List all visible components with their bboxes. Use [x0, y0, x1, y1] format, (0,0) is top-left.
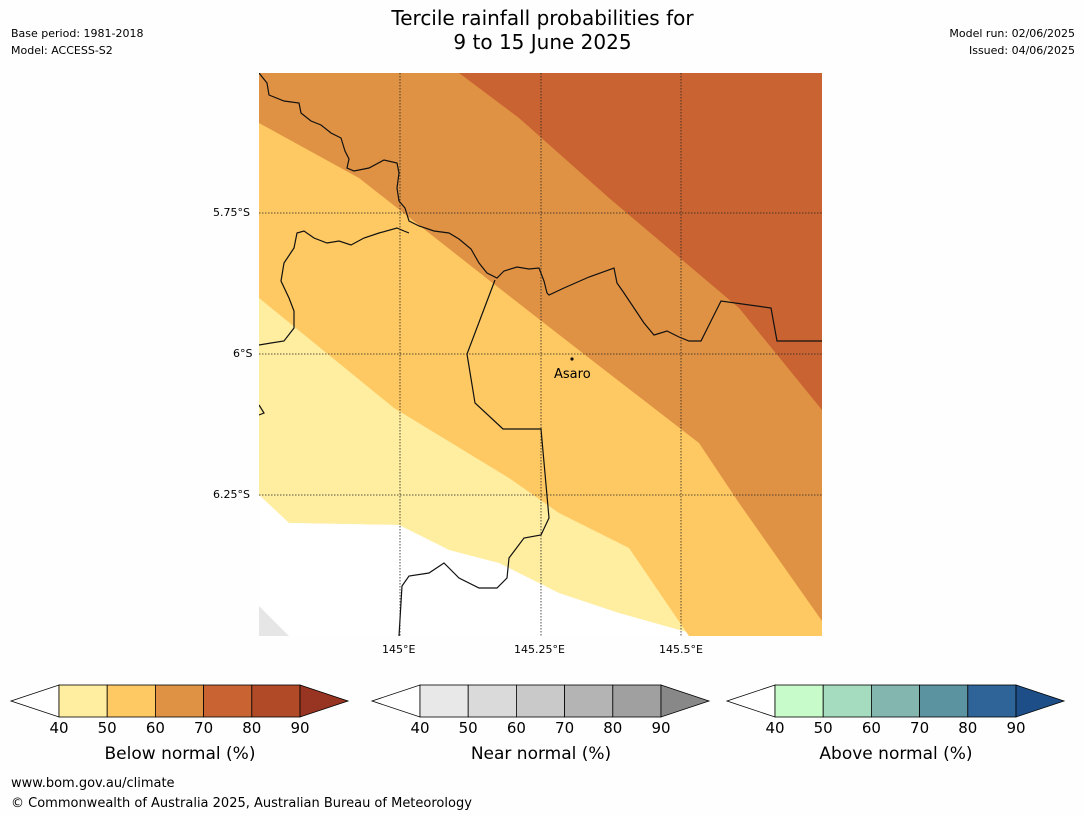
lat-label: 6.25°S [213, 488, 250, 501]
town-marker [570, 357, 574, 361]
colorbar-extend-low [725, 684, 776, 718]
colorbar-tick-label: 70 [910, 719, 929, 737]
colorbar-segment [58, 684, 108, 718]
colorbar-label-below: Below normal (%) [104, 744, 256, 764]
colorbar-above-normal: 40 50 60 70 80 90 [725, 684, 1066, 737]
footer-url: www.bom.gov.au/climate [11, 776, 175, 791]
colorbar-segment [822, 684, 872, 718]
colorbar-segment [516, 684, 566, 718]
colorbar-extend-low [9, 684, 60, 718]
title-line-1: Tercile rainfall probabilities for [391, 6, 694, 30]
colorbar-extend-high [1015, 684, 1066, 718]
colorbar-tick-label: 40 [49, 719, 68, 737]
colorbar-tick-label: 50 [814, 719, 833, 737]
colorbar-segment [774, 684, 824, 718]
colorbar-tick-label: 60 [862, 719, 881, 737]
colorbar-segment [919, 684, 969, 718]
colorbar-segment [419, 684, 469, 718]
colorbar-tick-label: 80 [242, 719, 261, 737]
colorbar-segment [967, 684, 1017, 718]
lat-label: 5.75°S [213, 206, 250, 219]
colorbar-below-normal: 40 50 60 70 80 90 [9, 684, 350, 737]
colorbar-tick-label: 40 [765, 719, 784, 737]
lon-label: 145°E [382, 643, 416, 656]
colorbar-extend-low [370, 684, 421, 718]
below-40-region [259, 495, 509, 636]
colorbar-extend-high [660, 684, 711, 718]
colorbar-tick-label: 70 [194, 719, 213, 737]
colorbar-segment [871, 684, 921, 718]
colorbar-tick-label: 90 [651, 719, 670, 737]
province-boundaries [259, 73, 822, 636]
town-label: Asaro [554, 367, 591, 382]
model-run: Model run: 02/06/2025 [949, 27, 1075, 40]
colorbar-segment [203, 684, 253, 718]
band-70-80 [459, 73, 822, 410]
meta-left: Base period: 1981-2018 Model: ACCESS-S2 [11, 25, 143, 59]
colorbar-label-near: Near normal (%) [470, 744, 612, 764]
colorbars: 40 50 60 70 80 90 40 50 60 70 80 90 40 50 60 70 80 90 [9, 684, 1066, 737]
colorbar-tick-label: 80 [958, 719, 977, 737]
footer: www.bom.gov.au/climate © Commonwealth of… [11, 774, 472, 814]
colorbar-label-above: Above normal (%) [819, 744, 973, 764]
colorbar-tick-label: 50 [98, 719, 117, 737]
lon-label: 145.5°E [659, 643, 703, 656]
colorbar-segment [106, 684, 156, 718]
colorbar-tick-label: 90 [1006, 719, 1025, 737]
chart-title: Tercile rainfall probabilities for 9 to … [0, 6, 1085, 54]
colorbar-segment [154, 684, 204, 718]
colorbar-tick-label: 70 [555, 719, 574, 737]
colorbar-segment [564, 684, 614, 718]
colorbar-tick-label: 60 [146, 719, 165, 737]
model-name: Model: ACCESS-S2 [11, 44, 113, 57]
colorbar-tick-label: 60 [507, 719, 526, 737]
probability-map: Asaro [259, 73, 822, 636]
colorbar-near-normal: 40 50 60 70 80 90 [370, 684, 711, 737]
colorbar-segment [467, 684, 517, 718]
issued-date: Issued: 04/06/2025 [968, 44, 1075, 57]
meta-right: Model run: 02/06/2025 Issued: 04/06/2025 [949, 25, 1075, 59]
title-line-2: 9 to 15 June 2025 [453, 30, 632, 54]
lon-label: 145.25°E [514, 643, 565, 656]
colorbar-segment [612, 684, 662, 718]
colorbar-segment [251, 684, 301, 718]
colorbar-tick-label: 50 [459, 719, 478, 737]
colorbar-extend-high [299, 684, 350, 718]
colorbar-tick-label: 80 [603, 719, 622, 737]
gridlines [259, 73, 822, 636]
base-period: Base period: 1981-2018 [11, 27, 144, 40]
lat-label: 6°S [233, 347, 253, 360]
footer-copyright: © Commonwealth of Australia 2025, Austra… [11, 796, 472, 811]
colorbar-tick-label: 40 [410, 719, 429, 737]
colorbar-tick-label: 90 [290, 719, 309, 737]
